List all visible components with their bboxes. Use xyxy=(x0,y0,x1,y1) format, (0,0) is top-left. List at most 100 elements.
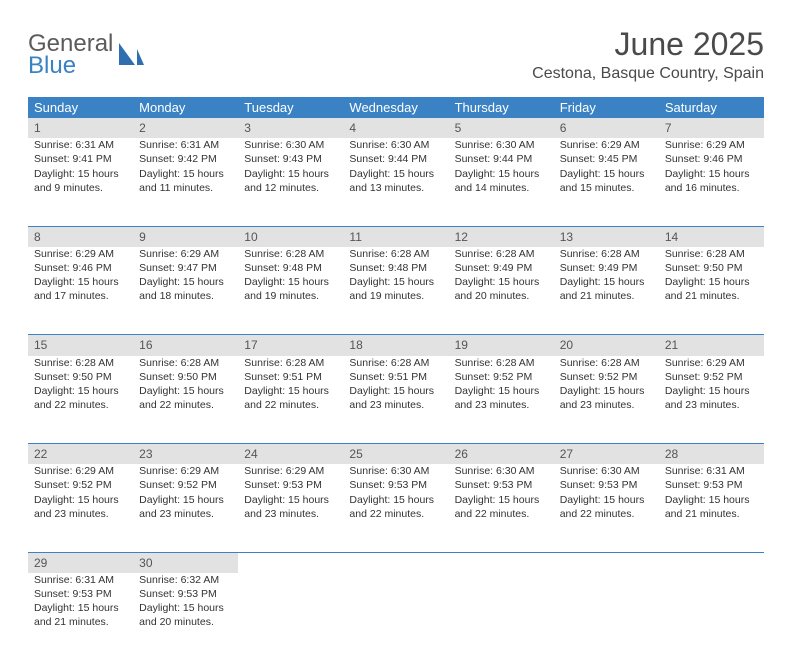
daylight-line: Daylight: 15 hours and 23 minutes. xyxy=(139,493,232,521)
day-number-cell: 27 xyxy=(554,444,659,465)
sail-icon xyxy=(117,41,145,72)
sunrise-line: Sunrise: 6:28 AM xyxy=(665,247,758,261)
day-number-cell: 8 xyxy=(28,226,133,247)
calendar-day-cell: Sunrise: 6:29 AMSunset: 9:45 PMDaylight:… xyxy=(554,138,659,226)
sunrise-line: Sunrise: 6:31 AM xyxy=(665,464,758,478)
day-number-cell: 11 xyxy=(343,226,448,247)
sunrise-line: Sunrise: 6:29 AM xyxy=(244,464,337,478)
sunrise-line: Sunrise: 6:29 AM xyxy=(665,356,758,370)
sunset-line: Sunset: 9:46 PM xyxy=(34,261,127,275)
sunset-line: Sunset: 9:51 PM xyxy=(244,370,337,384)
header: General Blue June 2025 Cestona, Basque C… xyxy=(28,26,764,83)
sunrise-line: Sunrise: 6:29 AM xyxy=(665,138,758,152)
sunrise-line: Sunrise: 6:30 AM xyxy=(244,138,337,152)
sunset-line: Sunset: 9:45 PM xyxy=(560,152,653,166)
day-number-cell: 28 xyxy=(659,444,764,465)
day-number-cell xyxy=(238,552,343,573)
sunset-line: Sunset: 9:53 PM xyxy=(34,587,127,601)
sunset-line: Sunset: 9:43 PM xyxy=(244,152,337,166)
sunrise-line: Sunrise: 6:31 AM xyxy=(139,138,232,152)
calendar-day-cell: Sunrise: 6:29 AMSunset: 9:46 PMDaylight:… xyxy=(28,247,133,335)
day-number-cell xyxy=(449,552,554,573)
calendar-week-row: Sunrise: 6:29 AMSunset: 9:52 PMDaylight:… xyxy=(28,464,764,552)
sunset-line: Sunset: 9:48 PM xyxy=(349,261,442,275)
day-number-cell: 17 xyxy=(238,335,343,356)
calendar-day-cell: Sunrise: 6:28 AMSunset: 9:52 PMDaylight:… xyxy=(554,356,659,444)
daylight-line: Daylight: 15 hours and 23 minutes. xyxy=(560,384,653,412)
sunrise-line: Sunrise: 6:30 AM xyxy=(560,464,653,478)
sunset-line: Sunset: 9:50 PM xyxy=(665,261,758,275)
day-number-cell: 6 xyxy=(554,118,659,138)
col-tuesday: Tuesday xyxy=(238,97,343,118)
day-number-cell: 3 xyxy=(238,118,343,138)
sunset-line: Sunset: 9:53 PM xyxy=(349,478,442,492)
day-number-cell: 22 xyxy=(28,444,133,465)
sunrise-line: Sunrise: 6:31 AM xyxy=(34,138,127,152)
day-number-cell: 10 xyxy=(238,226,343,247)
calendar-day-cell: Sunrise: 6:31 AMSunset: 9:41 PMDaylight:… xyxy=(28,138,133,226)
day-number-cell xyxy=(343,552,448,573)
sunset-line: Sunset: 9:51 PM xyxy=(349,370,442,384)
day-number-cell: 4 xyxy=(343,118,448,138)
sunrise-line: Sunrise: 6:29 AM xyxy=(139,464,232,478)
weekday-header-row: Sunday Monday Tuesday Wednesday Thursday… xyxy=(28,97,764,118)
daylight-line: Daylight: 15 hours and 23 minutes. xyxy=(244,493,337,521)
calendar-day-cell: Sunrise: 6:28 AMSunset: 9:50 PMDaylight:… xyxy=(659,247,764,335)
day-number-cell: 16 xyxy=(133,335,238,356)
sunrise-line: Sunrise: 6:28 AM xyxy=(455,247,548,261)
calendar-week-row: Sunrise: 6:31 AMSunset: 9:41 PMDaylight:… xyxy=(28,138,764,226)
sunrise-line: Sunrise: 6:28 AM xyxy=(560,247,653,261)
logo-text: General Blue xyxy=(28,32,113,78)
calendar-day-cell xyxy=(238,573,343,661)
col-friday: Friday xyxy=(554,97,659,118)
sunset-line: Sunset: 9:53 PM xyxy=(455,478,548,492)
sunrise-line: Sunrise: 6:28 AM xyxy=(560,356,653,370)
calendar-day-cell: Sunrise: 6:30 AMSunset: 9:53 PMDaylight:… xyxy=(343,464,448,552)
title-block: June 2025 Cestona, Basque Country, Spain xyxy=(532,26,764,83)
sunrise-line: Sunrise: 6:28 AM xyxy=(349,247,442,261)
sunrise-line: Sunrise: 6:32 AM xyxy=(139,573,232,587)
day-number-cell: 1 xyxy=(28,118,133,138)
day-number-cell: 5 xyxy=(449,118,554,138)
sunset-line: Sunset: 9:50 PM xyxy=(34,370,127,384)
sunset-line: Sunset: 9:44 PM xyxy=(349,152,442,166)
col-saturday: Saturday xyxy=(659,97,764,118)
daylight-line: Daylight: 15 hours and 22 minutes. xyxy=(34,384,127,412)
daylight-line: Daylight: 15 hours and 12 minutes. xyxy=(244,167,337,195)
day-number-cell: 23 xyxy=(133,444,238,465)
location-subtitle: Cestona, Basque Country, Spain xyxy=(532,65,764,83)
calendar-day-cell: Sunrise: 6:30 AMSunset: 9:53 PMDaylight:… xyxy=(449,464,554,552)
sunset-line: Sunset: 9:52 PM xyxy=(455,370,548,384)
daylight-line: Daylight: 15 hours and 16 minutes. xyxy=(665,167,758,195)
sunrise-line: Sunrise: 6:28 AM xyxy=(349,356,442,370)
sunset-line: Sunset: 9:53 PM xyxy=(244,478,337,492)
daylight-line: Daylight: 15 hours and 20 minutes. xyxy=(139,601,232,629)
calendar-day-cell: Sunrise: 6:29 AMSunset: 9:53 PMDaylight:… xyxy=(238,464,343,552)
daylight-line: Daylight: 15 hours and 13 minutes. xyxy=(349,167,442,195)
col-wednesday: Wednesday xyxy=(343,97,448,118)
daylight-line: Daylight: 15 hours and 17 minutes. xyxy=(34,275,127,303)
calendar-day-cell: Sunrise: 6:28 AMSunset: 9:48 PMDaylight:… xyxy=(238,247,343,335)
sunset-line: Sunset: 9:52 PM xyxy=(665,370,758,384)
sunrise-line: Sunrise: 6:29 AM xyxy=(34,464,127,478)
daylight-line: Daylight: 15 hours and 22 minutes. xyxy=(244,384,337,412)
day-number-cell: 30 xyxy=(133,552,238,573)
col-thursday: Thursday xyxy=(449,97,554,118)
calendar-day-cell: Sunrise: 6:28 AMSunset: 9:49 PMDaylight:… xyxy=(554,247,659,335)
day-number-cell: 18 xyxy=(343,335,448,356)
calendar-day-cell xyxy=(343,573,448,661)
calendar-day-cell: Sunrise: 6:30 AMSunset: 9:53 PMDaylight:… xyxy=(554,464,659,552)
calendar-day-cell: Sunrise: 6:29 AMSunset: 9:52 PMDaylight:… xyxy=(133,464,238,552)
col-sunday: Sunday xyxy=(28,97,133,118)
calendar-day-cell: Sunrise: 6:29 AMSunset: 9:46 PMDaylight:… xyxy=(659,138,764,226)
calendar-day-cell xyxy=(554,573,659,661)
daylight-line: Daylight: 15 hours and 21 minutes. xyxy=(34,601,127,629)
daylight-line: Daylight: 15 hours and 11 minutes. xyxy=(139,167,232,195)
daylight-line: Daylight: 15 hours and 20 minutes. xyxy=(455,275,548,303)
sunrise-line: Sunrise: 6:30 AM xyxy=(349,464,442,478)
sunset-line: Sunset: 9:52 PM xyxy=(34,478,127,492)
day-number-row: 22232425262728 xyxy=(28,444,764,465)
day-number-cell: 25 xyxy=(343,444,448,465)
calendar-day-cell xyxy=(449,573,554,661)
logo: General Blue xyxy=(28,26,145,78)
